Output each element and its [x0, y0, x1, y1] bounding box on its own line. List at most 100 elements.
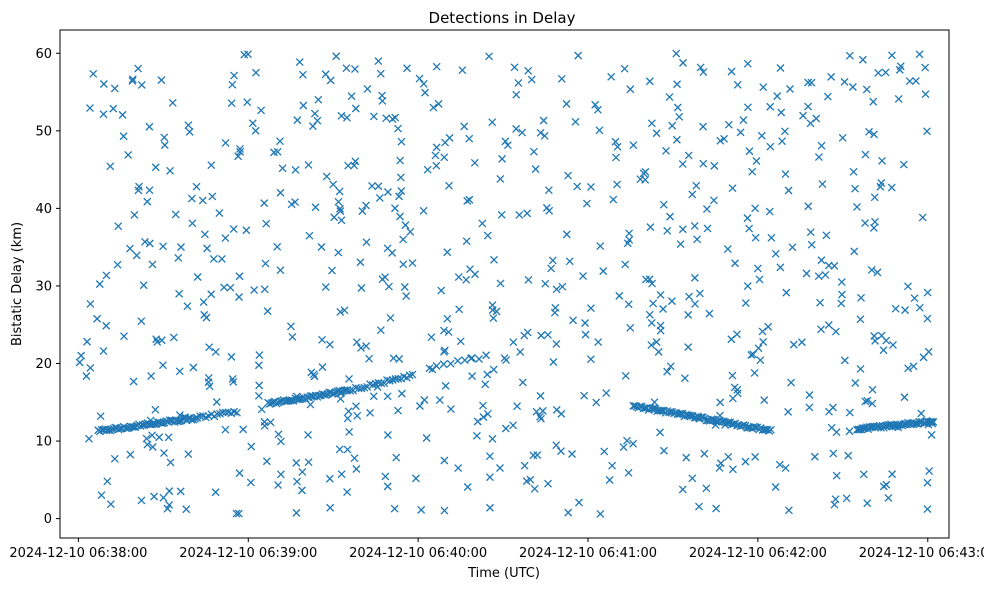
- detection-marker: [691, 299, 699, 308]
- detection-marker: [175, 367, 184, 376]
- detection-marker: [817, 256, 826, 265]
- detection-marker: [343, 488, 352, 497]
- detection-marker: [871, 217, 879, 226]
- detection-marker: [95, 280, 104, 289]
- detection-marker: [352, 402, 360, 411]
- detection-marker: [806, 228, 815, 237]
- detection-marker: [773, 92, 782, 101]
- detection-marker: [512, 90, 521, 99]
- detection-marker: [787, 378, 796, 387]
- detection-marker: [870, 130, 878, 139]
- detection-marker: [612, 153, 620, 162]
- detection-marker: [831, 495, 840, 504]
- detection-marker: [523, 328, 532, 337]
- detection-marker: [406, 227, 415, 236]
- detection-marker: [700, 449, 709, 458]
- detection-marker: [648, 279, 657, 288]
- detection-marker: [145, 239, 154, 248]
- detection-marker: [181, 413, 190, 422]
- detection-marker: [625, 229, 634, 238]
- detection-marker: [419, 206, 428, 215]
- detection-marker: [243, 98, 252, 107]
- detection-marker: [388, 248, 397, 257]
- detection-marker: [814, 153, 823, 162]
- detection-marker: [518, 128, 527, 137]
- detection-marker: [357, 344, 365, 352]
- detection-marker: [454, 464, 463, 473]
- detection-marker: [869, 97, 878, 106]
- detection-marker: [656, 406, 665, 415]
- detection-marker: [373, 382, 382, 391]
- detection-marker: [242, 226, 251, 235]
- detection-marker: [336, 307, 345, 316]
- detection-marker: [342, 64, 351, 73]
- detection-marker: [582, 199, 591, 208]
- detection-marker: [752, 157, 761, 165]
- x-tick-label: 2024-12-10 06:38:00: [9, 546, 147, 561]
- detection-marker: [350, 454, 359, 463]
- detection-marker: [146, 416, 155, 425]
- detection-marker: [850, 247, 859, 256]
- y-tick-label: 60: [35, 47, 52, 62]
- detection-marker: [135, 182, 143, 191]
- detection-marker: [751, 233, 760, 242]
- detection-marker: [666, 362, 675, 371]
- detection-marker: [337, 111, 346, 120]
- detection-marker: [310, 109, 319, 118]
- detection-marker: [431, 151, 440, 160]
- detection-marker: [189, 363, 198, 372]
- detection-marker: [804, 78, 813, 87]
- detection-marker: [678, 225, 687, 234]
- detection-marker: [509, 421, 518, 430]
- detection-marker: [918, 213, 927, 222]
- detection-marker: [75, 358, 84, 367]
- detection-marker: [738, 421, 746, 430]
- detection-marker: [781, 464, 790, 472]
- detection-marker: [575, 498, 583, 507]
- detection-marker: [607, 72, 616, 81]
- detection-marker: [895, 65, 904, 74]
- detection-marker: [273, 147, 282, 156]
- detection-marker: [716, 136, 725, 145]
- detection-marker: [641, 167, 650, 176]
- detection-marker: [397, 389, 406, 398]
- detection-marker: [437, 286, 446, 295]
- detection-marker: [276, 437, 285, 446]
- detection-marker: [403, 64, 411, 73]
- detection-marker: [383, 482, 392, 491]
- detection-marker: [287, 200, 296, 209]
- detection-marker: [165, 487, 174, 496]
- detection-marker: [325, 474, 334, 483]
- detection-marker: [212, 398, 221, 406]
- detection-marker: [475, 355, 483, 363]
- detection-marker: [696, 63, 705, 72]
- detection-marker: [317, 243, 326, 251]
- detection-marker: [351, 104, 360, 113]
- detection-marker: [229, 378, 238, 386]
- detection-marker: [158, 361, 167, 370]
- detection-marker: [592, 398, 601, 407]
- detection-marker: [641, 275, 650, 284]
- detection-marker: [129, 377, 138, 386]
- detection-marker: [318, 363, 327, 372]
- detection-marker: [751, 452, 760, 461]
- detection-marker: [736, 128, 745, 137]
- detection-marker: [292, 508, 301, 517]
- detection-marker: [777, 108, 786, 117]
- detection-marker: [917, 409, 926, 418]
- detection-marker: [411, 474, 420, 483]
- detection-marker: [842, 494, 851, 503]
- detection-marker: [753, 264, 762, 273]
- detection-marker: [861, 219, 870, 228]
- detection-marker: [392, 453, 401, 462]
- detection-marker: [807, 240, 816, 249]
- detection-marker: [782, 288, 791, 297]
- detection-marker: [804, 102, 813, 111]
- detection-marker: [137, 317, 146, 326]
- detection-marker: [673, 103, 682, 112]
- detection-marker: [656, 428, 664, 437]
- detection-marker: [164, 433, 173, 442]
- detection-marker: [543, 330, 552, 339]
- detection-marker: [501, 424, 510, 433]
